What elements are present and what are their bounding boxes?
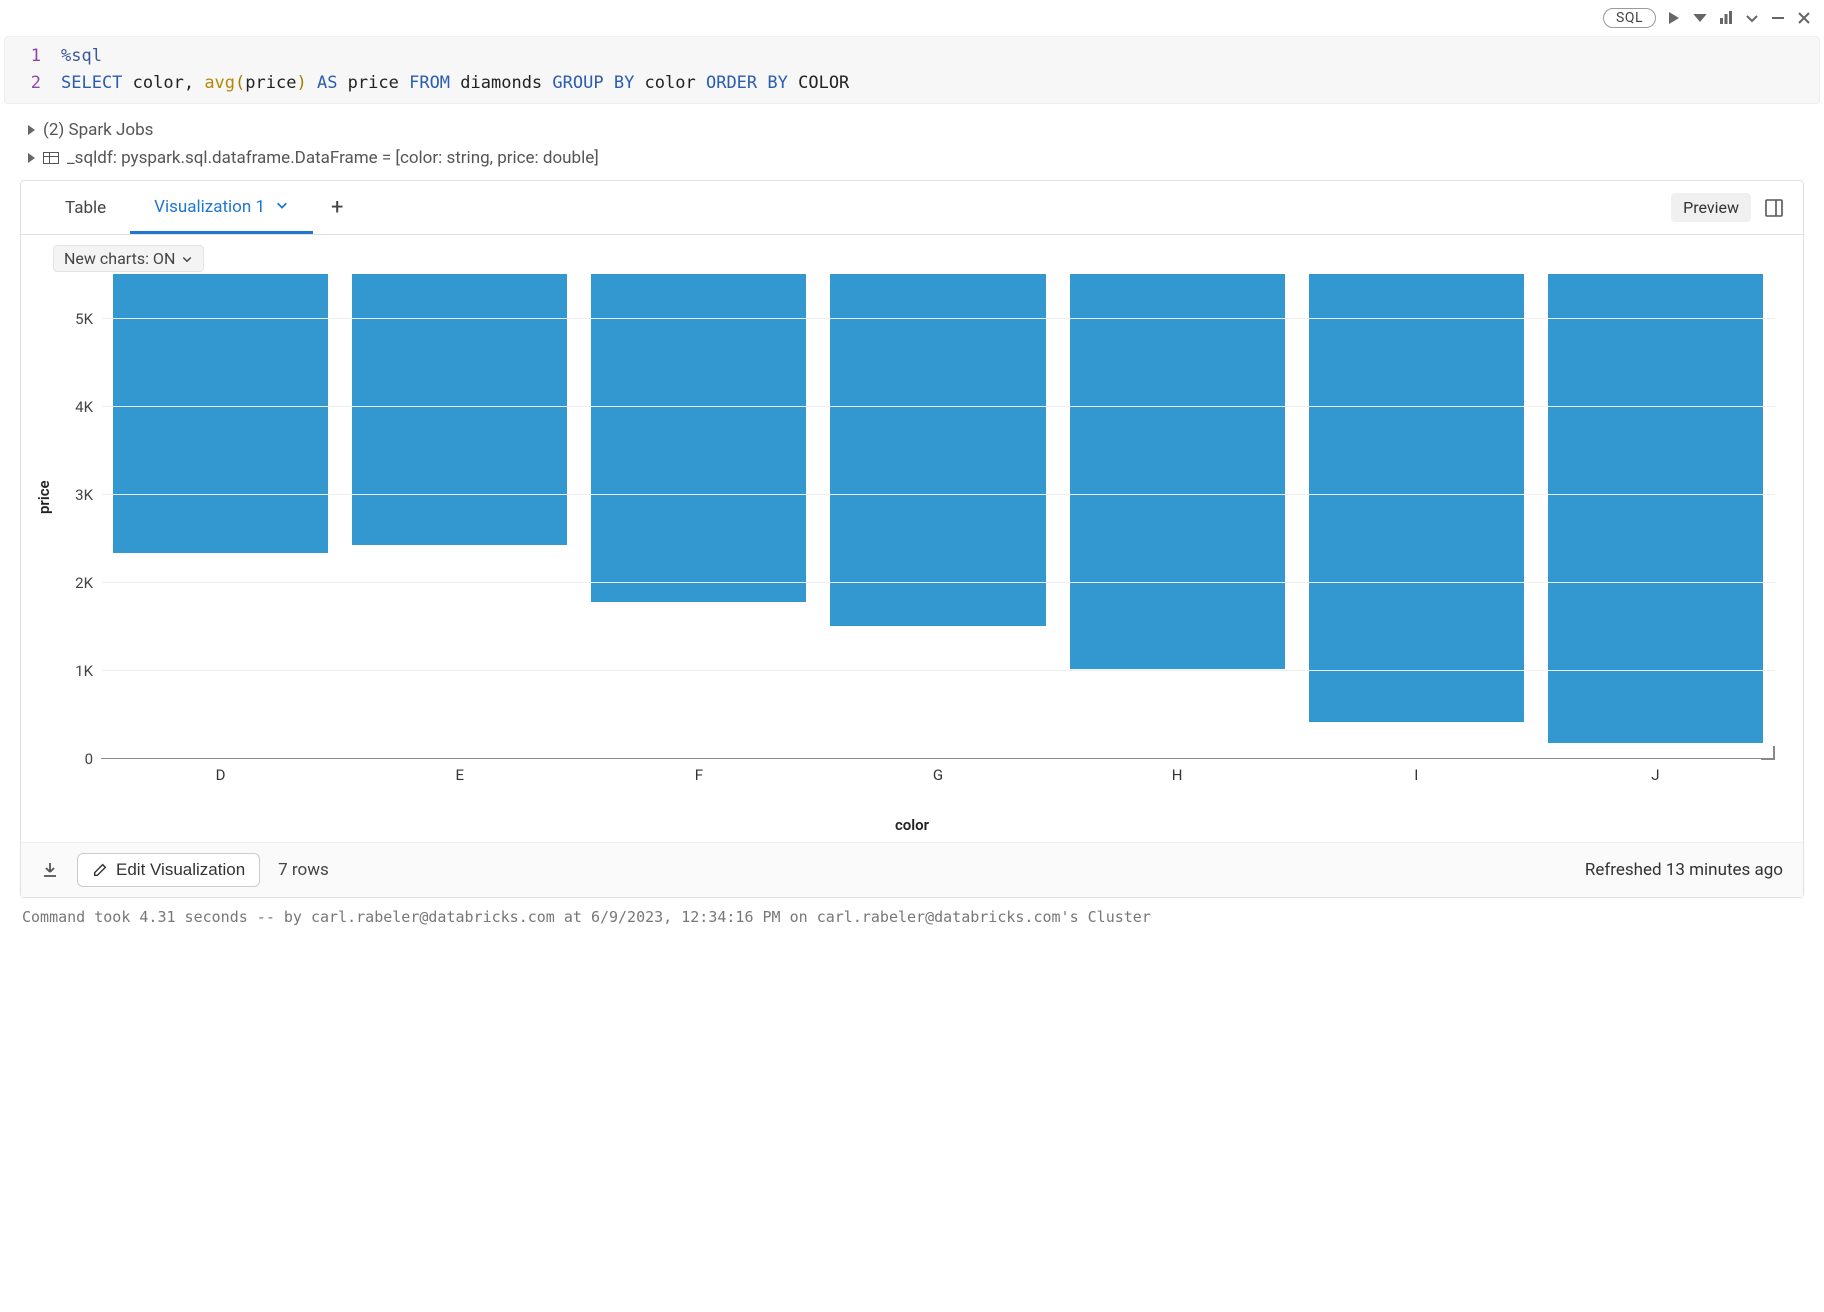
code-token: GROUP — [552, 73, 603, 93]
chart-y-axis-label: price — [35, 481, 53, 515]
code-token: diamonds — [450, 73, 552, 93]
code-token: FROM — [409, 73, 450, 93]
chart-y-tick-label: 5K — [75, 310, 93, 328]
chart-bar[interactable] — [830, 274, 1045, 626]
chart-x-tick-label: D — [216, 766, 226, 784]
chart-gridline: 3K — [101, 494, 1775, 495]
dataframe-info: _sqldf: pyspark.sql.dataframe.DataFrame … — [67, 148, 599, 168]
run-icon[interactable] — [1666, 10, 1682, 26]
chart-bar-column: G — [818, 274, 1057, 758]
minimize-icon[interactable] — [1770, 10, 1786, 26]
chart-x-tick-label: F — [695, 766, 703, 784]
download-icon[interactable] — [41, 861, 59, 879]
panel-layout-icon[interactable] — [1765, 199, 1783, 217]
chart-bar[interactable] — [1548, 274, 1763, 742]
tab-table[interactable]: Table — [41, 184, 130, 232]
button-label: Edit Visualization — [116, 860, 245, 880]
code-token: color — [645, 73, 706, 93]
code-token: COLOR — [798, 73, 849, 93]
chart-bar-column: J — [1536, 274, 1775, 758]
chart-gridline: 2K — [101, 582, 1775, 583]
chart-bar-column: H — [1058, 274, 1297, 758]
dataframe-row[interactable]: _sqldf: pyspark.sql.dataframe.DataFrame … — [28, 144, 1796, 172]
bar-chart-icon[interactable] — [1718, 10, 1734, 26]
chart-y-tick-label: 0 — [85, 750, 93, 768]
code-token: %sql — [61, 46, 102, 66]
preview-badge: Preview — [1671, 193, 1751, 222]
chart-x-tick-label: E — [455, 766, 464, 784]
chart-gridline: 0 — [101, 758, 1775, 759]
code-token: BY — [604, 73, 645, 93]
chart-bar-column: F — [579, 274, 818, 758]
cell-toolbar: SQL — [4, 4, 1820, 32]
chart-bar[interactable] — [113, 274, 328, 553]
chart-x-tick-label: H — [1172, 766, 1183, 784]
chart-x-axis-label: color — [41, 816, 1783, 834]
chart-plot-area: DEFGHIJ 0 1K 2K 3K 4K 5K — [101, 274, 1775, 758]
language-pill[interactable]: SQL — [1603, 8, 1656, 28]
code-token: color, — [122, 73, 204, 93]
chart-gridline: 4K — [101, 406, 1775, 407]
chart-y-tick-label: 3K — [75, 486, 93, 504]
tabs-bar: Table Visualization 1 + Preview — [21, 181, 1803, 235]
chart-bar-column: I — [1297, 274, 1536, 758]
refreshed-time: Refreshed 13 minutes ago — [1585, 860, 1783, 880]
table-icon — [43, 152, 59, 164]
chart-bar[interactable] — [591, 274, 806, 601]
chart-bar[interactable] — [1309, 274, 1524, 722]
code-token: SELECT — [61, 73, 122, 93]
chart-y-tick-label: 2K — [75, 574, 93, 592]
rows-count: 7 rows — [278, 860, 329, 880]
chevron-down-icon[interactable] — [275, 197, 289, 217]
chart-y-tick-label: 4K — [75, 398, 93, 416]
code-token: BY — [757, 73, 798, 93]
code-cell[interactable]: 1 %sql 2 SELECT color, avg(price) AS pri… — [4, 36, 1820, 104]
command-status: Command took 4.31 seconds -- by carl.rab… — [4, 898, 1820, 930]
chart-y-tick-label: 1K — [75, 662, 93, 680]
code-token: avg — [204, 73, 235, 93]
edit-visualization-button[interactable]: Edit Visualization — [77, 853, 260, 887]
run-menu-chevron-icon[interactable] — [1692, 10, 1708, 26]
tab-label: Visualization 1 — [154, 197, 265, 217]
code-token: AS — [307, 73, 348, 93]
chart-container: New charts: ON price DEFGHIJ 01K2K3K4K5K… — [21, 235, 1803, 842]
code-token: price — [348, 73, 409, 93]
output-panel: Table Visualization 1 + Preview New char… — [20, 180, 1804, 898]
spark-jobs-row[interactable]: (2) Spark Jobs — [28, 116, 1796, 144]
line-number: 1 — [5, 43, 61, 70]
panel-footer: Edit Visualization 7 rows Refreshed 13 m… — [21, 842, 1803, 897]
chart-gridline: 1K — [101, 670, 1775, 671]
chart-x-tick-label: G — [933, 766, 943, 784]
line-number: 2 — [5, 70, 61, 97]
code-token: ) — [296, 73, 306, 93]
expand-triangle-icon[interactable] — [28, 125, 35, 135]
add-tab-button[interactable]: + — [313, 195, 361, 220]
code-token: ORDER — [706, 73, 757, 93]
expand-triangle-icon[interactable] — [28, 153, 35, 163]
chart-bar[interactable] — [1070, 274, 1285, 669]
close-icon[interactable] — [1796, 10, 1812, 26]
chart-bar-column: E — [340, 274, 579, 758]
chart-x-tick-label: J — [1651, 766, 1659, 784]
chevron-down-icon[interactable] — [1744, 10, 1760, 26]
chart-bar-column: D — [101, 274, 340, 758]
tab-visualization[interactable]: Visualization 1 — [130, 183, 313, 234]
chart-x-tick-label: I — [1414, 766, 1418, 784]
spark-jobs-label: (2) Spark Jobs — [43, 120, 153, 140]
chart-bar[interactable] — [352, 274, 567, 545]
chart-gridline: 5K — [101, 318, 1775, 319]
code-token: price — [245, 73, 296, 93]
code-token: ( — [235, 73, 245, 93]
execution-meta: (2) Spark Jobs _sqldf: pyspark.sql.dataf… — [28, 116, 1796, 172]
pencil-icon — [92, 862, 108, 878]
